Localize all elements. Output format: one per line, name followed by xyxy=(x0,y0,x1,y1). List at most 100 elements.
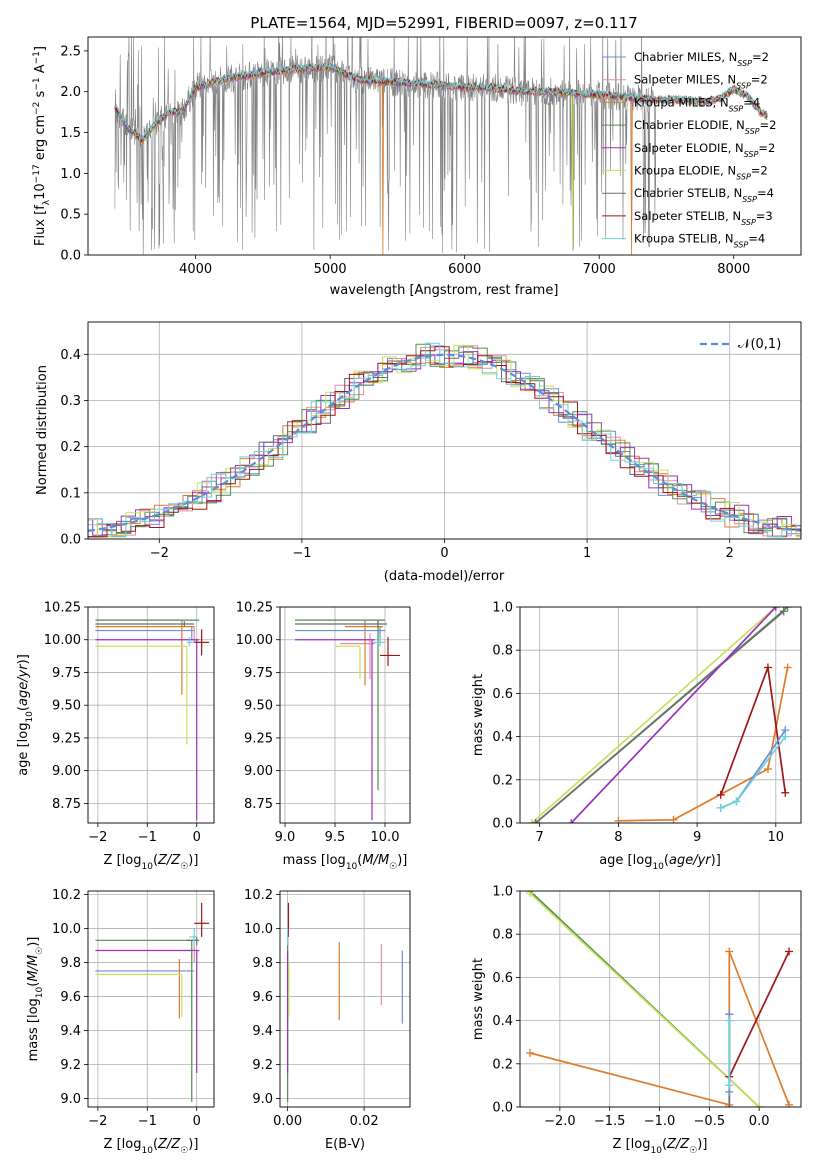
weight-vs-Z-xlabel-part: Z [log xyxy=(613,1137,651,1152)
age-vs-Z-ylabel: age [log10(age/yr)] xyxy=(16,654,35,776)
spectrum-ytick-label: 0.5 xyxy=(60,208,81,223)
weight_vs_Z-ytick-label: 0.8 xyxy=(492,928,513,943)
weight_vs_Z-xtick-label: −2.0 xyxy=(544,1114,576,1129)
residuals-xtick-label: −1 xyxy=(292,546,311,561)
mass_vs_Z-axes: −2 −1 0 9.0 9.2 9.4 9.6 9.8 10.0 10.2 xyxy=(52,888,215,1129)
spectrum-ylabel-part: −2 xyxy=(32,102,42,115)
residual-histogram xyxy=(88,342,801,538)
age-vs-mass-xlabel-part: M/M xyxy=(362,853,389,868)
mass_vs_ebv-xtick-label: 0.00 xyxy=(273,1114,302,1129)
age_vs_mass-ytick-label: 10.00 xyxy=(236,633,273,648)
mass_vs_ebv-axes: 0.00 0.02 9.0 9.2 9.4 9.6 9.8 10.0 10.2 xyxy=(244,888,411,1129)
residuals-frame xyxy=(87,321,802,540)
spectrum-ylabel-part: A xyxy=(33,64,48,77)
age-vs-Z-xlabel-part: ( xyxy=(153,853,158,868)
legend-label-tail: =4 xyxy=(743,95,760,109)
legend-label: Kroupa STELIB, NSSP=4 xyxy=(634,232,765,250)
age_vs_Z-plot-area xyxy=(95,619,210,821)
age_vs_Z-ytick-label: 10.25 xyxy=(44,601,81,616)
residuals-plot-area xyxy=(88,342,801,538)
legend-label-tail: =2 xyxy=(751,73,768,87)
legend-label-tail: =4 xyxy=(748,232,765,246)
legend-label: Salpeter ELODIE, NSSP=2 xyxy=(634,141,775,159)
mass-vs-Z-xlabel-part: ( xyxy=(153,1137,158,1152)
residuals-xtick-label: 2 xyxy=(726,546,734,561)
weight_vs_age-ytick-label: 0.2 xyxy=(492,773,513,788)
age-vs-Z-xlabel-part: Z [log xyxy=(104,853,142,868)
age-vs-mass-xlabel: mass [log10(M/M☉)] xyxy=(283,853,408,872)
weight_vs_Z-ytick-label: 0.0 xyxy=(492,1101,513,1116)
residuals-xtick-label: 1 xyxy=(583,546,591,561)
mass_vs_Z-ytick-label: 9.4 xyxy=(60,1024,81,1039)
weight-vs-Z-xlabel-part: ( xyxy=(662,1137,667,1152)
mass_vs_Z-ytick-label: 9.8 xyxy=(60,956,81,971)
spectrum-ylabel-part: Flux [f xyxy=(33,205,48,246)
age-vs-Z-xlabel-part: 10 xyxy=(141,862,153,872)
age_vs_Z-xtick-label: −2 xyxy=(88,830,107,845)
residuals-xtick-label: 0 xyxy=(440,546,448,561)
age_vs_mass-ytick-label: 8.75 xyxy=(244,797,273,812)
weight_vs_Z-ytick-label: 0.6 xyxy=(492,971,513,986)
legend-label-sub: SSP xyxy=(734,240,749,249)
weight_vs_age-ytick-label: 0.8 xyxy=(492,644,513,659)
legend-label-main: Chabrier STELIB, N xyxy=(634,186,742,200)
weight_vs_Z-ytick-label: 0.2 xyxy=(492,1057,513,1072)
age_vs_Z-ytick-label: 10.00 xyxy=(44,633,81,648)
age_vs_mass-xtick-label: 9.0 xyxy=(275,830,296,845)
mass_vs_ebv-ytick-label: 9.0 xyxy=(252,1092,273,1107)
legend-label-tail: =2 xyxy=(752,50,769,64)
spectrum-ylabel-part: −1 xyxy=(32,77,42,90)
mass_vs_ebv-frame xyxy=(279,890,411,1108)
weight_vs_age-xtick-label: 7 xyxy=(536,830,544,845)
residuals-ytick-label: 0.3 xyxy=(60,394,81,409)
residual-histogram xyxy=(88,351,801,538)
mass_vs_ebv-ytick-label: 9.4 xyxy=(252,1024,273,1039)
mass_vs_Z-plot-area xyxy=(95,902,210,1102)
age_vs_mass-ytick-label: 9.25 xyxy=(244,731,273,746)
legend-label: Kroupa MILES, NSSP=4 xyxy=(634,95,760,113)
age_vs_mass-ytick-label: 9.75 xyxy=(244,666,273,681)
spectrum-xtick-label: 6000 xyxy=(448,262,481,277)
age-vs-Z-xlabel-part: ☉ xyxy=(180,862,188,872)
weight-vs-Z-xlabel-part: 10 xyxy=(650,1146,662,1156)
gaussian-curve xyxy=(88,353,801,532)
legend-label-main: Kroupa ELODIE, N xyxy=(634,164,736,178)
gaussian-legend-label: 𝒩(0,1) xyxy=(738,337,781,352)
spectrum-ytick-label: 1.0 xyxy=(60,167,81,182)
mass-vs-ebv-xlabel: E(B-V) xyxy=(325,1137,365,1152)
spectrum-ylabel-part: erg cm xyxy=(33,115,48,164)
residual-histogram xyxy=(88,346,801,538)
age_vs_Z-ytick-label: 9.25 xyxy=(52,731,81,746)
weight_vs_age-xtick-label: 9 xyxy=(693,830,701,845)
mass_vs_ebv-ytick-label: 10.0 xyxy=(244,922,273,937)
legend-label-tail: =3 xyxy=(756,209,773,223)
residuals-ytick-label: 0.2 xyxy=(60,440,81,455)
age-vs-Z-ylabel-part: age [log xyxy=(16,723,31,776)
age-vs-Z-xlabel-part: )] xyxy=(188,853,198,868)
weight-line xyxy=(529,892,760,1107)
weight_vs_Z-plot-area xyxy=(525,891,794,1107)
weight-line xyxy=(570,607,777,823)
legend-label-sub: SSP xyxy=(729,104,744,113)
weight-vs-age-xlabel-part: )] xyxy=(711,853,721,868)
legend-label-sub: SSP xyxy=(744,149,759,158)
weight-vs-age-xlabel: age [log10(age/yr)] xyxy=(599,853,721,872)
spectrum-xtick-label: 5000 xyxy=(314,262,347,277)
age-vs-Z-xlabel-part: Z/Z xyxy=(157,853,181,868)
observed-spectrum-line xyxy=(114,37,657,255)
residuals-ytick-label: 0.1 xyxy=(60,486,81,501)
mass_vs_ebv-ytick-label: 10.2 xyxy=(244,888,273,903)
age-vs-Z-ylabel-part: 10 xyxy=(25,711,35,723)
weight_vs_age-ytick-label: 0.6 xyxy=(492,687,513,702)
mass_vs_ebv-ytick-label: 9.2 xyxy=(252,1058,273,1073)
legend-label: Chabrier ELODIE, NSSP=2 xyxy=(634,118,776,136)
weight-vs-age-xlabel-part: age/yr xyxy=(669,853,712,868)
weight_vs_Z-frame xyxy=(519,890,802,1108)
weight-line xyxy=(618,667,789,822)
legend-label-main: Kroupa STELIB, N xyxy=(634,232,734,246)
legend-label-tail: =2 xyxy=(758,141,775,155)
mass_vs_Z-xtick-label: −2 xyxy=(88,1114,107,1129)
age_vs_Z-ytick-label: 9.00 xyxy=(52,764,81,779)
residuals-axes: −2 −1 0 1 2 0.0 0.1 0.2 0.3 0.4 xyxy=(60,321,802,561)
